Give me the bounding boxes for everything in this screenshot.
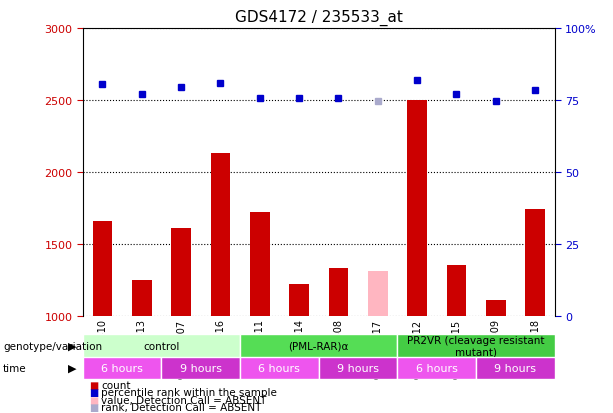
Text: 9 hours: 9 hours [337, 363, 379, 373]
Bar [250, 213, 270, 316]
Text: ■: ■ [89, 387, 98, 397]
Text: 6 hours: 6 hours [101, 363, 143, 373]
Bar [368, 271, 387, 316]
Bar [289, 285, 309, 316]
Text: control: control [143, 341, 180, 351]
Title: GDS4172 / 235533_at: GDS4172 / 235533_at [235, 10, 403, 26]
Text: rank, Detection Call = ABSENT: rank, Detection Call = ABSENT [101, 402, 262, 412]
Bar [240, 335, 397, 357]
Bar [171, 228, 191, 316]
Text: time: time [3, 363, 27, 373]
Bar [211, 154, 230, 316]
Text: value, Detection Call = ABSENT: value, Detection Call = ABSENT [101, 395, 267, 405]
Bar [240, 357, 319, 379]
Text: PR2VR (cleavage resistant
mutant): PR2VR (cleavage resistant mutant) [408, 335, 545, 357]
Text: ■: ■ [89, 380, 98, 390]
Bar [329, 268, 348, 316]
Text: 9 hours: 9 hours [495, 363, 536, 373]
Bar [476, 357, 555, 379]
Bar [486, 300, 506, 316]
Text: percentile rank within the sample: percentile rank within the sample [101, 387, 277, 397]
Text: 6 hours: 6 hours [259, 363, 300, 373]
Bar [407, 101, 427, 316]
Text: genotype/variation: genotype/variation [3, 341, 102, 351]
Bar [525, 210, 545, 316]
Text: ■: ■ [89, 395, 98, 405]
Text: 6 hours: 6 hours [416, 363, 458, 373]
Bar [132, 280, 151, 316]
Bar [319, 357, 397, 379]
Bar [83, 335, 240, 357]
Text: count: count [101, 380, 131, 390]
Bar [93, 221, 112, 316]
Bar [397, 357, 476, 379]
Text: ■: ■ [89, 402, 98, 412]
Bar [447, 266, 466, 316]
Bar [397, 335, 555, 357]
Text: 9 hours: 9 hours [180, 363, 222, 373]
Text: ▶: ▶ [68, 363, 77, 373]
Bar [161, 357, 240, 379]
Text: (PML-RAR)α: (PML-RAR)α [289, 341, 349, 351]
Bar [83, 357, 161, 379]
Text: ▶: ▶ [68, 341, 77, 351]
